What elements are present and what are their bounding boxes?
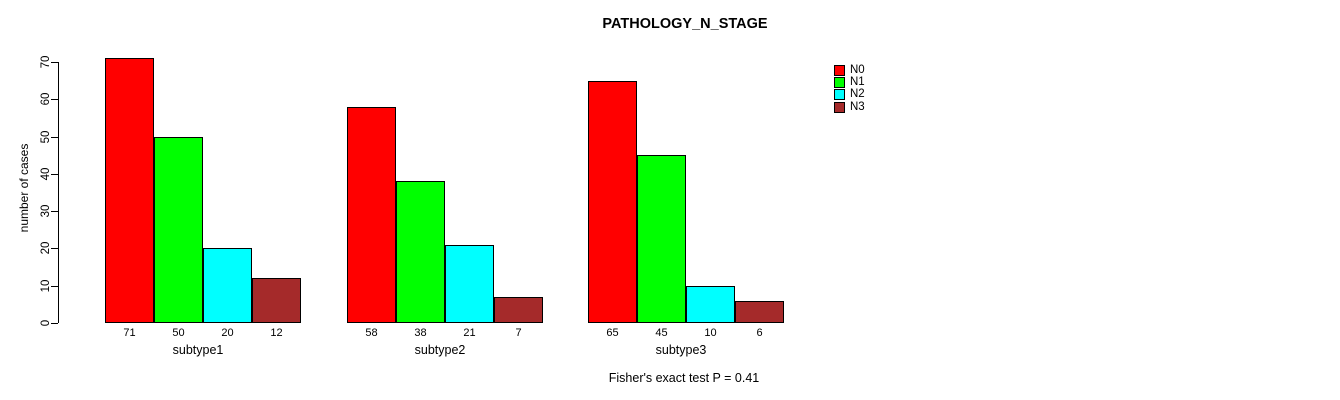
x-category-label-subtype1: subtype1: [172, 343, 224, 357]
bar-N1-subtype3: [637, 155, 686, 323]
bar-value-label-N0-subtype1: 71: [123, 327, 136, 339]
y-tick-40: [51, 173, 58, 175]
y-tick-label-20: 20: [40, 241, 52, 255]
bar-value-label-N0-subtype3: 65: [606, 327, 619, 339]
legend-label-N0: N0: [850, 63, 865, 76]
bar-N2-subtype1: [203, 248, 252, 323]
bar-value-label-N0-subtype2: 58: [365, 327, 378, 339]
x-category-label-subtype2: subtype2: [414, 343, 466, 357]
bar-value-label-N3-subtype1: 12: [270, 327, 283, 339]
bar-value-label-N1-subtype2: 38: [414, 327, 427, 339]
bar-value-label-N2-subtype3: 10: [704, 327, 717, 339]
legend-item-N0: N0: [834, 64, 865, 76]
x-category-label-subtype3: subtype3: [655, 343, 707, 357]
legend-item-N2: N2: [834, 88, 865, 101]
chart-title: PATHOLOGY_N_STAGE: [602, 16, 768, 32]
y-axis-line: [58, 62, 60, 323]
y-tick-label-40: 40: [40, 167, 52, 181]
legend-label-N1: N1: [850, 75, 865, 88]
y-tick-20: [51, 247, 58, 249]
y-tick-70: [51, 61, 58, 63]
bar-value-label-N1-subtype1: 50: [172, 327, 185, 339]
legend-label-N3: N3: [850, 100, 865, 113]
legend-color-swatch-N1: [834, 76, 845, 88]
bar-N2-subtype3: [686, 286, 735, 323]
bar-N1-subtype1: [154, 137, 203, 323]
y-tick-10: [51, 285, 58, 287]
y-tick-label-30: 30: [40, 204, 52, 218]
bar-value-label-N1-subtype3: 45: [655, 327, 668, 339]
bar-value-label-N3-subtype3: 6: [756, 327, 763, 339]
y-tick-label-50: 50: [40, 130, 52, 144]
bar-N0-subtype3: [588, 81, 637, 323]
legend-item-N1: N1: [834, 76, 865, 88]
y-tick-label-70: 70: [40, 55, 52, 69]
bar-N3-subtype3: [735, 301, 784, 323]
y-tick-label-60: 60: [40, 92, 52, 106]
legend-item-N3: N3: [834, 101, 865, 113]
y-tick-label-10: 10: [40, 279, 52, 293]
bar-N2-subtype2: [445, 245, 494, 323]
bar-value-label-N3-subtype2: 7: [515, 327, 522, 339]
legend-color-swatch-N2: [834, 89, 845, 101]
y-tick-label-0: 0: [40, 319, 52, 327]
y-axis-label: number of cases: [17, 143, 31, 233]
y-tick-0: [51, 322, 58, 324]
legend-label-N2: N2: [850, 88, 865, 101]
y-tick-60: [51, 98, 58, 100]
y-tick-30: [51, 210, 58, 212]
bar-value-label-N2-subtype1: 20: [221, 327, 234, 339]
bar-value-label-N2-subtype2: 21: [463, 327, 476, 339]
legend: N0 N1 N2 N3: [834, 64, 865, 113]
bar-N3-subtype2: [494, 297, 543, 323]
y-tick-50: [51, 136, 58, 138]
legend-color-swatch-N3: [834, 101, 845, 113]
legend-color-swatch-N0: [834, 64, 845, 76]
bar-N1-subtype2: [396, 181, 445, 323]
bar-N0-subtype1: [105, 58, 154, 323]
fisher-test-note: Fisher's exact test P = 0.41: [608, 371, 760, 385]
bar-N3-subtype1: [252, 278, 301, 323]
bar-N0-subtype2: [347, 107, 396, 323]
